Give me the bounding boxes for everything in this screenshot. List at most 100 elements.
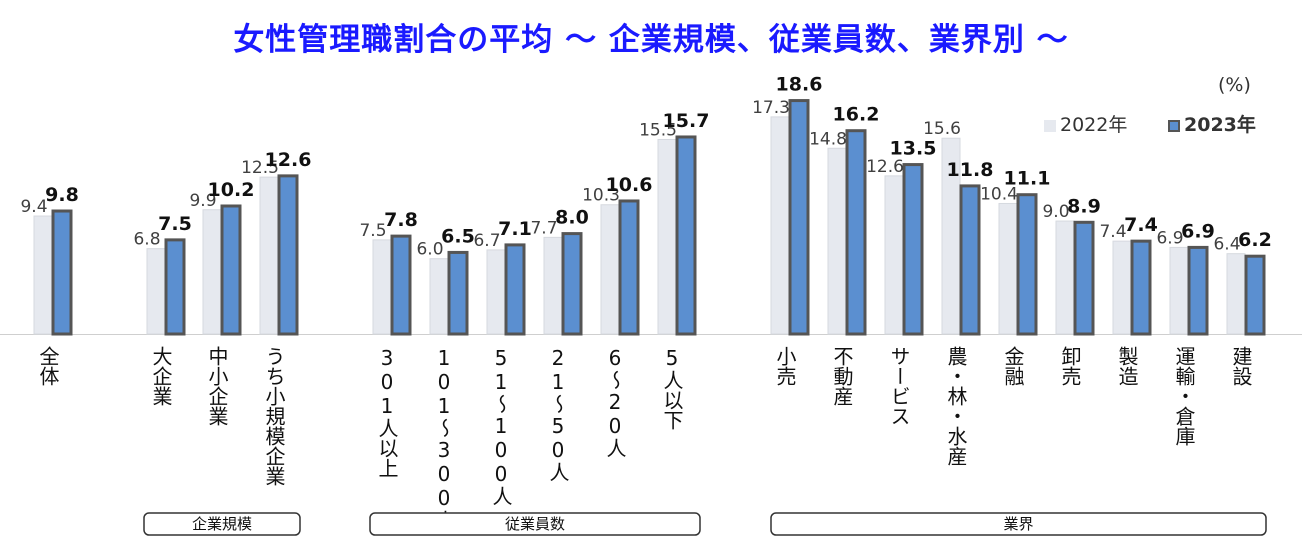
category-label: 金融 [1001, 346, 1025, 386]
bar-2023 [1016, 193, 1038, 336]
data-label-2022: 7.4 [1099, 222, 1126, 242]
bar-2023 [902, 163, 924, 336]
data-label-2023: 16.2 [833, 104, 880, 126]
bar-2022 [998, 202, 1018, 335]
data-label-2023: 7.8 [384, 209, 418, 231]
bar-2023 [618, 199, 640, 336]
group-label: 企業規模 [192, 515, 252, 533]
data-label-2022: 12.5 [241, 158, 279, 178]
data-label-2023: 8.0 [555, 207, 589, 229]
group-label: 従業員数 [505, 515, 565, 533]
bar-2022 [657, 138, 677, 335]
data-label-2022: 14.8 [809, 129, 847, 149]
data-label-2023: 7.4 [1124, 214, 1158, 236]
bar-2023 [675, 135, 697, 336]
bar-2022 [600, 204, 620, 335]
data-label-2022: 6.8 [133, 230, 160, 250]
bar-2022 [146, 248, 166, 335]
data-label-2023: 11.8 [947, 159, 994, 181]
data-label-2023: 11.1 [1004, 168, 1051, 190]
category-label: 製造 [1115, 346, 1139, 386]
group-box [369, 512, 701, 536]
bar-2022 [1055, 220, 1075, 335]
category-label: 中小企業 [205, 346, 229, 426]
data-label-2022: 9.4 [20, 197, 47, 217]
data-label-2023: 8.9 [1067, 195, 1101, 217]
bar-2023 [390, 234, 412, 336]
bar-2022 [884, 175, 904, 335]
group-box [143, 512, 301, 536]
data-label-2022: 15.5 [639, 120, 677, 140]
bar-2022 [259, 176, 279, 335]
category-label: 農・林・水産 [944, 346, 968, 466]
bar-2023 [1130, 239, 1152, 336]
data-label-2023: 15.7 [663, 110, 710, 132]
data-label-2022: 10.3 [582, 186, 620, 206]
bar-2023 [959, 184, 981, 336]
bar-2023 [51, 209, 73, 336]
data-label-2023: 6.9 [1181, 220, 1215, 242]
bar-2023 [788, 99, 810, 336]
data-label-2022: 15.6 [923, 119, 961, 139]
category-label: うち小規模企業 [262, 346, 286, 486]
data-label-2023: 12.6 [265, 149, 312, 171]
category-label: 101～300人 [432, 346, 456, 530]
data-label-2023: 7.1 [498, 218, 532, 240]
data-label-2023: 10.6 [606, 174, 653, 196]
bar-2022 [543, 236, 563, 335]
category-label: 301人以上 [375, 346, 399, 478]
group-label: 業界 [1003, 515, 1033, 533]
group-box [770, 512, 1267, 536]
bar-2023 [1244, 254, 1266, 336]
data-label-2022: 9.9 [189, 191, 216, 211]
data-label-2023: 6.2 [1238, 229, 1272, 251]
data-label-2022: 10.4 [980, 184, 1018, 204]
bar-2023 [220, 204, 242, 336]
category-label: 運輸・倉庫 [1172, 346, 1196, 446]
bar-2022 [1112, 240, 1132, 335]
data-label-2022: 17.3 [752, 98, 790, 118]
data-label-2022: 6.0 [416, 240, 443, 260]
category-label: 51～100人 [489, 346, 513, 506]
data-label-2023: 7.5 [158, 213, 192, 235]
data-label-2023: 9.8 [45, 184, 79, 206]
data-label-2023: 18.6 [776, 74, 823, 96]
legend-label-2022: 2022年 [1060, 114, 1128, 136]
bar-2023 [1187, 245, 1209, 336]
data-label-2022: 7.5 [359, 221, 386, 241]
data-label-2023: 6.5 [441, 225, 475, 247]
legend-item-2022: 2022年 [1044, 110, 1127, 137]
bar-2023 [561, 232, 583, 336]
data-label-2022: 6.7 [473, 231, 500, 251]
data-label-2023: 13.5 [890, 138, 937, 160]
data-label-2022: 6.9 [1156, 228, 1183, 248]
bar-2023 [277, 174, 299, 336]
data-label-2022: 7.7 [530, 218, 557, 238]
category-label: 6～20人 [603, 346, 627, 458]
bar-2022 [827, 147, 847, 335]
bar-2022 [429, 258, 449, 335]
legend-swatch-2023 [1168, 119, 1180, 132]
category-label: 小売 [773, 346, 797, 386]
category-label: 卸売 [1058, 346, 1082, 386]
category-label: 21～50人 [546, 346, 570, 482]
category-label: サービス [887, 346, 911, 426]
data-label-2022: 9.0 [1042, 202, 1069, 222]
category-label: 全体 [36, 346, 60, 386]
bar-2023 [1073, 220, 1095, 336]
category-label: 建設 [1229, 346, 1253, 386]
bar-2022 [486, 249, 506, 335]
bar-2023 [845, 129, 867, 336]
bar-2022 [33, 215, 53, 335]
chart-title: 女性管理職割合の平均 ～ 企業規模、従業員数、業界別 ～ [233, 22, 1069, 58]
legend-label-2023: 2023年 [1184, 114, 1256, 136]
bar-2022 [1226, 253, 1246, 335]
category-label: 5人以下 [660, 346, 684, 430]
category-label: 不動産 [830, 346, 854, 406]
category-label: 大企業 [149, 346, 173, 406]
data-label-2022: 6.4 [1213, 235, 1240, 255]
unit-label: (%) [1218, 74, 1251, 96]
bar-2022 [372, 239, 392, 335]
data-label-2023: 10.2 [208, 179, 255, 201]
